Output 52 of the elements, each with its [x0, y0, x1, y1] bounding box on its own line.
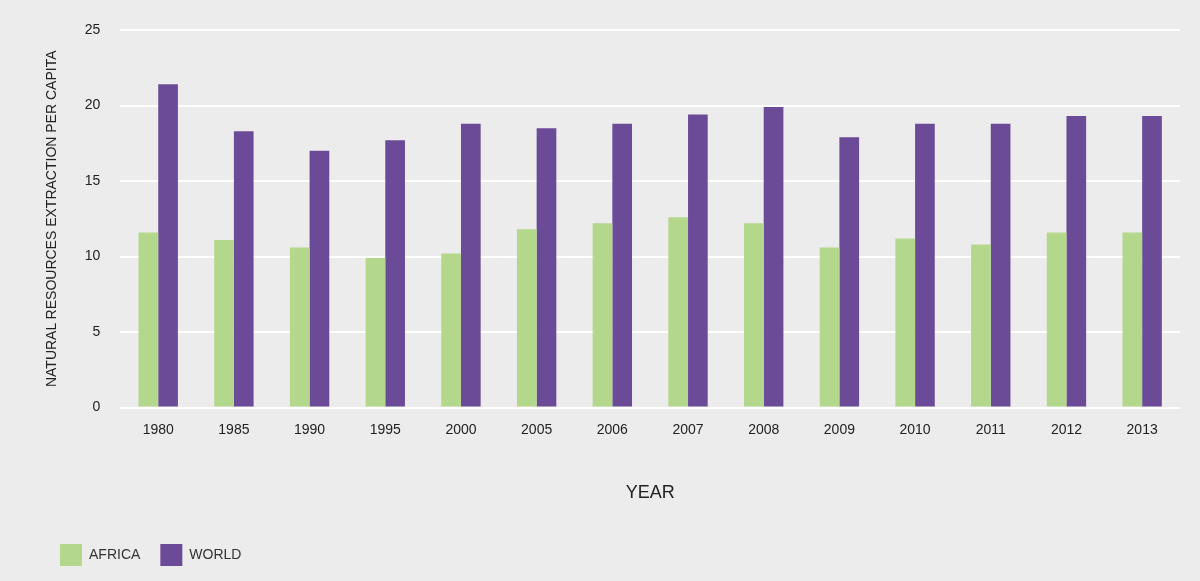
y-tick-label: 20 [84, 96, 101, 113]
x-tick-label: 1985 [218, 420, 250, 437]
bar [915, 123, 935, 407]
y-tick-label: 5 [92, 322, 101, 339]
legend-label: AFRICA [89, 545, 141, 562]
bar [385, 140, 405, 407]
bar [990, 123, 1011, 407]
bar [688, 114, 708, 407]
x-tick-label: 1980 [142, 420, 174, 437]
x-tick-label: 2012 [1050, 420, 1083, 437]
bar [289, 247, 310, 407]
bar [536, 128, 557, 407]
bar [819, 247, 840, 407]
x-tick-label: 2000 [445, 420, 477, 437]
bar [1066, 116, 1087, 407]
bar [668, 217, 689, 407]
bar [158, 84, 178, 407]
bar [214, 239, 234, 407]
x-tick-label: 2009 [823, 420, 856, 437]
bar [895, 238, 916, 407]
bar [763, 107, 784, 407]
y-tick-label: 10 [84, 247, 101, 264]
bar [744, 223, 764, 407]
bar [839, 137, 860, 407]
bar [441, 253, 461, 407]
legend-label: WORLD [189, 545, 242, 562]
y-tick-label: 15 [84, 171, 101, 188]
bar [1142, 116, 1162, 407]
bar [138, 232, 159, 407]
bar [612, 123, 633, 407]
bar [309, 150, 330, 407]
bar [516, 229, 537, 407]
bar [365, 258, 386, 407]
x-tick-label: 2007 [672, 420, 704, 437]
x-tick-label: 2008 [748, 420, 780, 437]
x-axis-title: YEAR [625, 482, 675, 503]
x-tick-label: 1990 [294, 420, 326, 437]
y-axis-title: NATURAL RESOURCES EXTRACTION PER CAPITA [43, 49, 60, 388]
y-tick-label: 0 [92, 398, 101, 415]
bar [971, 244, 991, 407]
x-tick-label: 1995 [369, 420, 402, 437]
bar [592, 223, 613, 407]
x-tick-label: 2005 [521, 420, 553, 437]
bar [460, 123, 481, 407]
bar [233, 131, 254, 407]
x-tick-label: 2011 [975, 420, 1007, 437]
bar [1122, 232, 1143, 407]
x-tick-label: 2010 [899, 420, 931, 437]
x-tick-label: 2013 [1126, 420, 1158, 437]
x-tick-label: 2006 [596, 420, 629, 437]
y-tick-label: 25 [84, 20, 101, 37]
bar [1046, 232, 1067, 407]
